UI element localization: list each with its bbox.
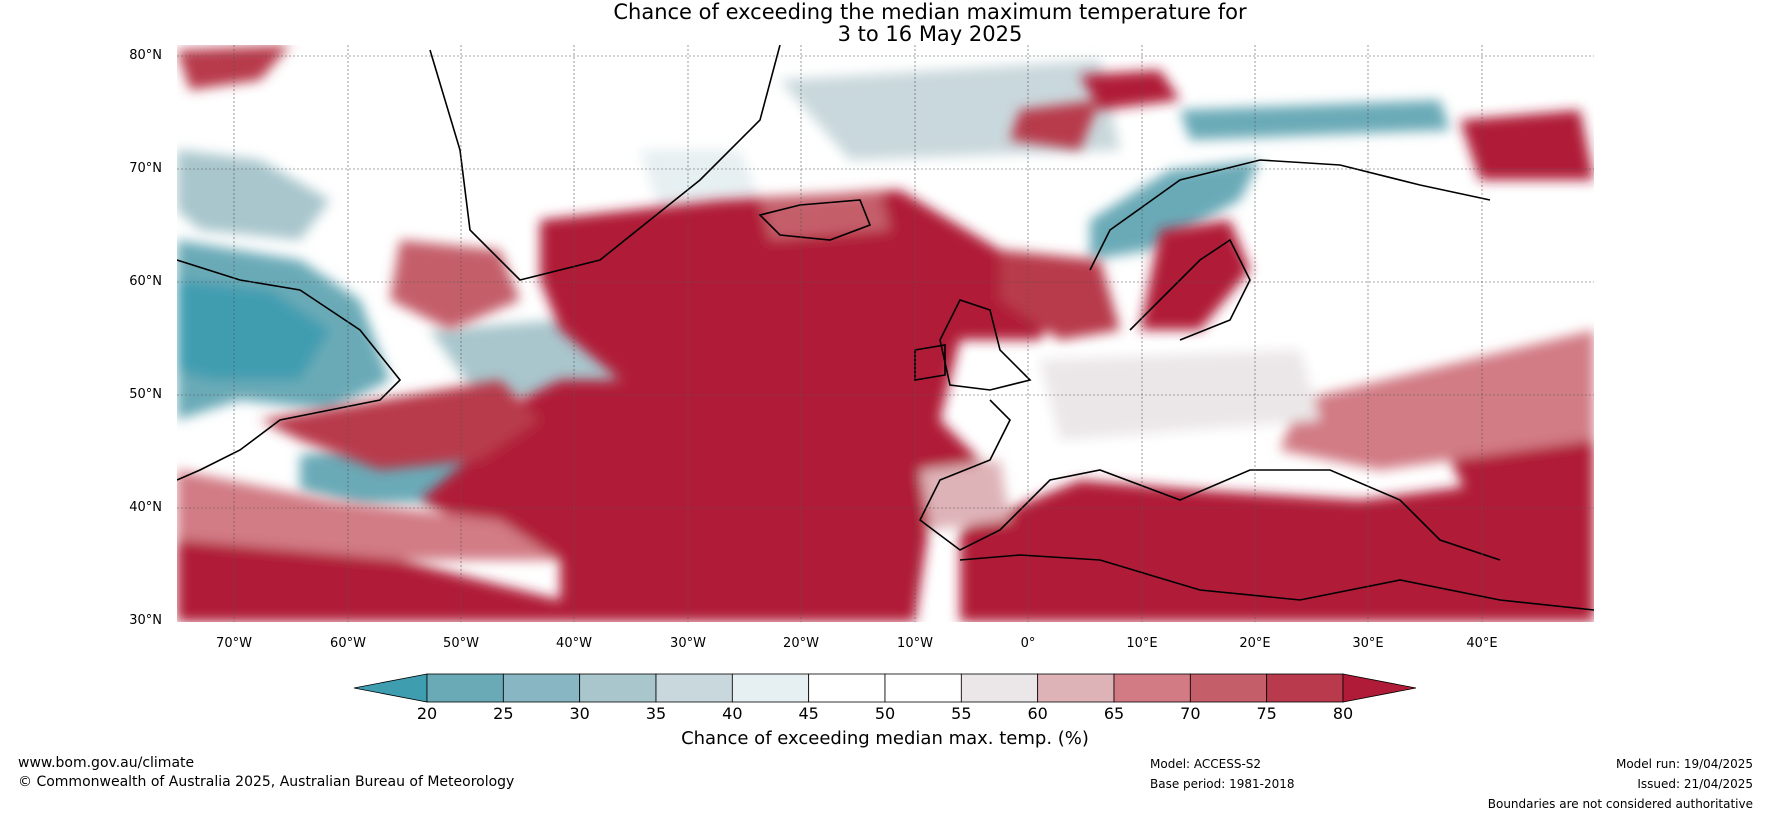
lon-label-20w: 20°W bbox=[783, 636, 819, 651]
colorbar-tick-label: 70 bbox=[1180, 704, 1201, 723]
lon-label-70w: 70°W bbox=[216, 636, 252, 651]
colorbar-tick-label: 25 bbox=[493, 704, 514, 723]
baltic-red bbox=[1140, 220, 1250, 330]
colorbar-segment bbox=[808, 673, 886, 703]
colorbar bbox=[353, 673, 1417, 703]
colorbar-segment bbox=[731, 673, 810, 703]
colorbar-segment bbox=[426, 673, 504, 703]
africa-coast bbox=[959, 554, 1594, 611]
footer-disclaimer: Boundaries are not considered authoritat… bbox=[1487, 797, 1753, 811]
lon-label-10w: 10°W bbox=[897, 636, 933, 651]
lat-label-40n: 40°N bbox=[129, 500, 162, 515]
colorbar-tick-label: 55 bbox=[951, 704, 972, 723]
colorbar-segment bbox=[960, 673, 1039, 703]
iceland-coast bbox=[758, 199, 872, 241]
map-title-line1: Chance of exceeding the median maximum t… bbox=[613, 0, 1247, 24]
canada-coast bbox=[177, 259, 402, 481]
north-atlantic-red2 bbox=[260, 380, 540, 470]
colorbar-segment bbox=[1037, 673, 1115, 703]
colorbar-segment bbox=[884, 673, 962, 703]
colorbar-tick-label: 40 bbox=[722, 704, 743, 723]
colorbar-segment bbox=[1266, 673, 1344, 703]
lat-label-30n: 30°N bbox=[129, 613, 162, 628]
colorbar-segment bbox=[1113, 673, 1191, 703]
lon-label-20e: 20°E bbox=[1239, 636, 1271, 651]
iceland-pink bbox=[760, 190, 890, 240]
east-pink bbox=[1280, 330, 1594, 470]
lon-label-30w: 30°W bbox=[670, 636, 706, 651]
footer-model: Model: ACCESS-S2 bbox=[1150, 757, 1262, 771]
coastlines bbox=[177, 45, 1594, 611]
europe-coast bbox=[918, 399, 1501, 561]
colorbar-segment bbox=[502, 673, 581, 703]
lon-label-0: 0° bbox=[1020, 636, 1036, 651]
colorbar-segment bbox=[579, 673, 657, 703]
uk-coast bbox=[939, 299, 1032, 391]
lat-label-50n: 50°N bbox=[129, 387, 162, 402]
northsea-red bbox=[1000, 250, 1120, 340]
greenland-coast bbox=[429, 45, 781, 281]
footer-model-run: Model run: 19/04/2025 bbox=[1615, 757, 1753, 771]
below-median-areas bbox=[177, 60, 1450, 505]
colorbar-segment bbox=[1189, 673, 1268, 703]
norway-blue bbox=[1090, 160, 1260, 260]
lon-label-40e: 40°E bbox=[1466, 636, 1498, 651]
footer-issued: Issued: 21/04/2025 bbox=[1637, 777, 1753, 791]
arctic-east-red bbox=[1460, 110, 1594, 180]
norway-sea-red bbox=[1010, 100, 1100, 150]
colorbar-tick-label: 45 bbox=[798, 704, 819, 723]
lat-label-70n: 70°N bbox=[129, 161, 162, 176]
europe-light bbox=[1040, 350, 1320, 440]
lon-label-10e: 10°E bbox=[1126, 636, 1158, 651]
lon-label-40w: 40°W bbox=[556, 636, 592, 651]
colorbar-tick-label: 35 bbox=[645, 704, 667, 723]
colorbar-tick-label: 20 bbox=[416, 704, 438, 723]
colorbar-tick-label: 30 bbox=[569, 704, 590, 723]
colorbar-tick-label: 75 bbox=[1256, 704, 1277, 723]
footer-base-period: Base period: 1981-2018 bbox=[1150, 777, 1295, 791]
lon-label-50w: 50°W bbox=[443, 636, 479, 651]
colorbar-tick-label: 50 bbox=[874, 704, 896, 723]
lon-label-60w: 60°W bbox=[330, 636, 366, 651]
lat-label-60n: 60°N bbox=[129, 274, 162, 289]
map-title-line2: 3 to 16 May 2025 bbox=[837, 22, 1023, 46]
iberia-pink bbox=[920, 460, 1010, 530]
colorbar-tick-label: 65 bbox=[1103, 704, 1125, 723]
southwest-pink bbox=[177, 470, 560, 560]
baltic-coast bbox=[1129, 238, 1251, 341]
colorbar-tick-label: 60 bbox=[1027, 704, 1048, 723]
labrador-sea-pink bbox=[390, 240, 520, 330]
norway-coast bbox=[1089, 159, 1491, 271]
greenland-west bbox=[177, 150, 330, 240]
graticule bbox=[177, 45, 1594, 622]
above-median-areas bbox=[177, 45, 1594, 622]
lat-label-80n: 80°N bbox=[129, 48, 162, 63]
barents-blue bbox=[1180, 100, 1450, 140]
labrador-core bbox=[177, 280, 330, 380]
footer-website: www.bom.gov.au/climate bbox=[18, 755, 195, 771]
footer-copyright: © Commonwealth of Australia 2025, Austra… bbox=[18, 774, 515, 790]
colorbar-arrow-high bbox=[1342, 673, 1417, 703]
central-atlantic-red bbox=[420, 190, 1060, 622]
colorbar-arrow-low bbox=[353, 673, 428, 703]
colorbar-tick-label: 80 bbox=[1332, 704, 1354, 723]
svalbard-red bbox=[1080, 70, 1180, 110]
lon-label-30e: 30°E bbox=[1352, 636, 1384, 651]
colorbar-label: Chance of exceeding median max. temp. (%… bbox=[681, 728, 1089, 749]
colorbar-segment bbox=[655, 673, 733, 703]
